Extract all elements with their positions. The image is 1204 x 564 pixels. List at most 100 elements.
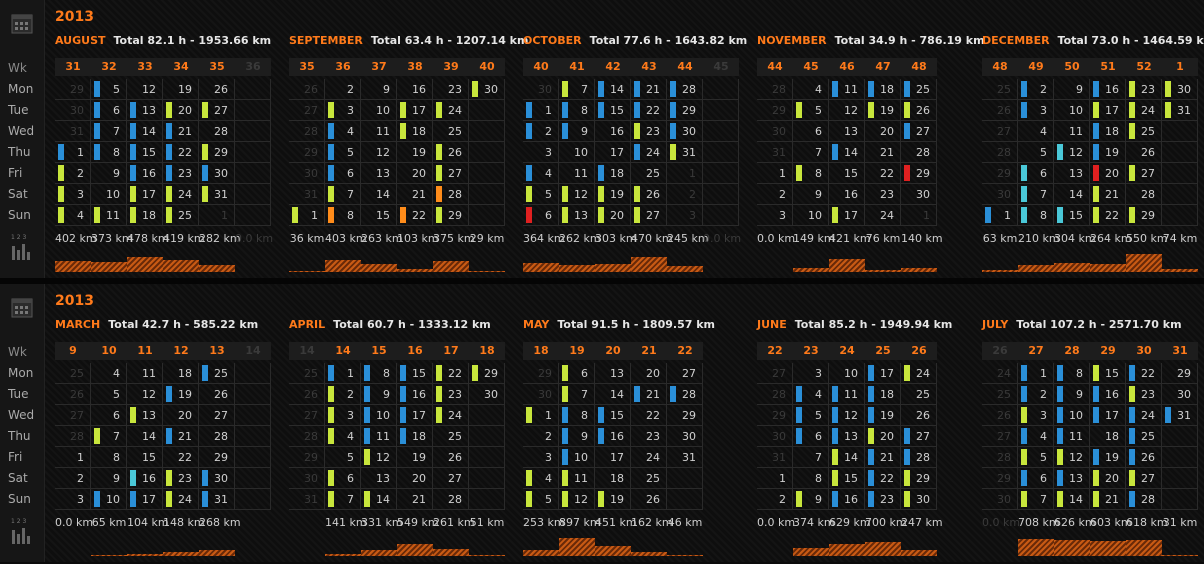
activity-bar[interactable] xyxy=(94,207,100,223)
day-cell[interactable] xyxy=(703,79,739,100)
activity-bar[interactable] xyxy=(94,102,100,118)
activity-bar[interactable] xyxy=(94,491,100,507)
day-cell[interactable]: 27 xyxy=(1126,468,1162,489)
day-cell[interactable]: 15 xyxy=(127,142,163,163)
day-cell[interactable]: 14 xyxy=(829,142,865,163)
day-cell[interactable]: 11 xyxy=(361,121,397,142)
day-cell[interactable]: 24 xyxy=(631,142,667,163)
day-cell[interactable]: 15 xyxy=(829,468,865,489)
day-cell[interactable]: 16 xyxy=(829,489,865,510)
day-cell[interactable]: 29 xyxy=(523,363,559,384)
activity-bar[interactable] xyxy=(130,470,136,486)
day-cell[interactable]: 9 xyxy=(793,184,829,205)
activity-bar[interactable] xyxy=(166,470,172,486)
day-cell[interactable]: 15 xyxy=(397,363,433,384)
day-cell[interactable]: 18 xyxy=(397,121,433,142)
day-cell[interactable]: 27 xyxy=(901,121,937,142)
month-name[interactable]: SEPTEMBER xyxy=(289,34,363,47)
activity-bar[interactable] xyxy=(1057,428,1063,444)
day-cell[interactable]: 4 xyxy=(1018,426,1054,447)
day-cell[interactable] xyxy=(703,163,739,184)
activity-bar[interactable] xyxy=(1021,449,1027,465)
activity-bar[interactable] xyxy=(1021,407,1027,423)
day-cell[interactable]: 27 xyxy=(433,468,469,489)
activity-bar[interactable] xyxy=(1021,491,1027,507)
day-cell[interactable]: 5 xyxy=(523,489,559,510)
day-cell[interactable]: 27 xyxy=(667,363,703,384)
day-cell[interactable]: 19 xyxy=(595,184,631,205)
day-cell[interactable]: 14 xyxy=(1054,489,1090,510)
activity-bar[interactable] xyxy=(364,407,370,423)
day-cell[interactable]: 22 xyxy=(1090,205,1126,226)
day-cell[interactable]: 28 xyxy=(757,384,793,405)
day-cell[interactable]: 15 xyxy=(1090,363,1126,384)
activity-bar[interactable] xyxy=(1057,407,1063,423)
day-cell[interactable]: 3 xyxy=(55,489,91,510)
activity-bar[interactable] xyxy=(1093,102,1099,118)
day-cell[interactable]: 2 xyxy=(523,121,559,142)
activity-bar[interactable] xyxy=(796,428,802,444)
day-cell[interactable]: 30 xyxy=(289,163,325,184)
day-cell[interactable]: 12 xyxy=(559,184,595,205)
day-cell[interactable]: 17 xyxy=(595,447,631,468)
day-cell[interactable]: 16 xyxy=(127,163,163,184)
day-cell[interactable] xyxy=(1162,142,1198,163)
day-cell[interactable]: 30 xyxy=(199,468,235,489)
day-cell[interactable]: 30 xyxy=(523,384,559,405)
activity-bar[interactable] xyxy=(868,386,874,402)
day-cell[interactable]: 7 xyxy=(91,121,127,142)
activity-bar[interactable] xyxy=(562,81,568,97)
day-cell[interactable]: 27 xyxy=(901,426,937,447)
activity-bar[interactable] xyxy=(598,407,604,423)
day-cell[interactable]: 12 xyxy=(361,447,397,468)
day-cell[interactable]: 30 xyxy=(982,184,1018,205)
activity-bar[interactable] xyxy=(166,165,172,181)
day-cell[interactable]: 8 xyxy=(1018,205,1054,226)
day-cell[interactable] xyxy=(703,184,739,205)
day-cell[interactable]: 10 xyxy=(559,142,595,163)
day-cell[interactable]: 18 xyxy=(1090,426,1126,447)
activity-bar[interactable] xyxy=(526,102,532,118)
day-cell[interactable]: 31 xyxy=(289,489,325,510)
day-cell[interactable]: 25 xyxy=(55,363,91,384)
day-cell[interactable]: 31 xyxy=(1162,100,1198,121)
day-cell[interactable]: 20 xyxy=(397,468,433,489)
activity-bar[interactable] xyxy=(832,207,838,223)
day-cell[interactable]: 12 xyxy=(1054,142,1090,163)
day-cell[interactable]: 7 xyxy=(325,184,361,205)
day-cell[interactable]: 4 xyxy=(1018,121,1054,142)
day-cell[interactable]: 1 xyxy=(199,205,235,226)
day-cell[interactable] xyxy=(469,163,505,184)
activity-bar[interactable] xyxy=(328,407,334,423)
activity-bar[interactable] xyxy=(130,491,136,507)
day-cell[interactable]: 6 xyxy=(325,163,361,184)
day-cell[interactable]: 25 xyxy=(433,121,469,142)
activity-bar[interactable] xyxy=(598,165,604,181)
activity-bar[interactable] xyxy=(472,81,478,97)
activity-bar[interactable] xyxy=(436,144,442,160)
day-cell[interactable]: 26 xyxy=(289,384,325,405)
activity-bar[interactable] xyxy=(130,186,136,202)
day-cell[interactable]: 8 xyxy=(793,468,829,489)
activity-bar[interactable] xyxy=(166,491,172,507)
day-cell[interactable]: 2 xyxy=(1018,384,1054,405)
activity-bar[interactable] xyxy=(868,428,874,444)
day-cell[interactable] xyxy=(469,205,505,226)
day-cell[interactable] xyxy=(1162,205,1198,226)
day-cell[interactable]: 16 xyxy=(595,121,631,142)
day-cell[interactable] xyxy=(1162,426,1198,447)
activity-bar[interactable] xyxy=(166,123,172,139)
day-cell[interactable]: 17 xyxy=(127,184,163,205)
day-cell[interactable]: 29 xyxy=(199,142,235,163)
day-cell[interactable]: 6 xyxy=(1018,163,1054,184)
activity-bar[interactable] xyxy=(562,491,568,507)
day-cell[interactable]: 22 xyxy=(865,163,901,184)
day-cell[interactable]: 8 xyxy=(1054,363,1090,384)
day-cell[interactable]: 17 xyxy=(397,405,433,426)
day-cell[interactable]: 17 xyxy=(397,100,433,121)
activity-bar[interactable] xyxy=(130,123,136,139)
day-cell[interactable]: 13 xyxy=(361,163,397,184)
activity-bar[interactable] xyxy=(328,186,334,202)
day-cell[interactable] xyxy=(235,489,271,510)
day-cell[interactable]: 30 xyxy=(469,79,505,100)
